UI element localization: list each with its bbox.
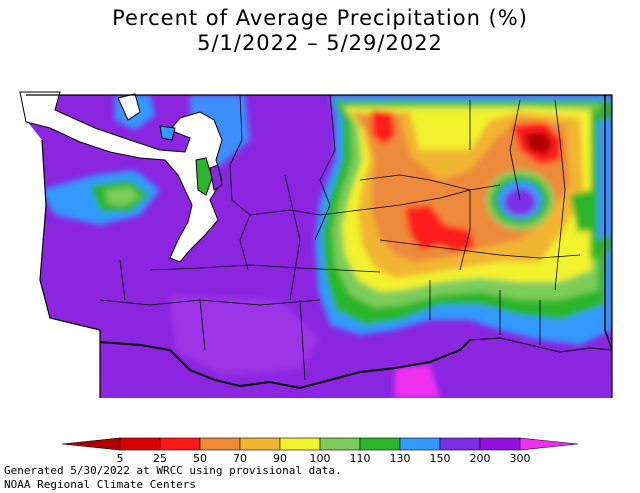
legend-label: 70	[233, 452, 247, 465]
color-legend: 5 25 50 70 90 100 110 130 150 200 300	[61, 437, 579, 465]
map-title: Percent of Average Precipitation (%)	[112, 6, 528, 30]
legend-swatch	[319, 437, 361, 451]
legend-label: 200	[470, 452, 491, 465]
legend-swatch	[479, 437, 521, 451]
legend-swatch	[239, 437, 281, 451]
idaho-border	[604, 95, 613, 351]
legend-label: 150	[430, 452, 451, 465]
generated-note: Generated 5/30/2022 at WRCC using provis…	[4, 464, 342, 477]
columbia-river	[99, 339, 471, 390]
legend-swatch	[359, 437, 401, 451]
legend-label: 100	[310, 452, 331, 465]
water-bodies	[19, 91, 223, 263]
legend-swatch	[119, 437, 161, 451]
legend-swatch	[199, 437, 241, 451]
legend-swatch	[159, 437, 201, 451]
legend-label: 300	[510, 452, 531, 465]
state-outline	[26, 94, 613, 398]
snake-river	[469, 337, 613, 353]
legend-label: 130	[390, 452, 411, 465]
source-note: NOAA Regional Climate Centers	[4, 478, 197, 491]
precipitation-map	[19, 91, 613, 398]
legend-swatch	[439, 437, 481, 451]
map-date-range: 5/1/2022 – 5/29/2022	[197, 31, 443, 55]
legend-label: 5	[117, 452, 124, 465]
legend-label: 50	[193, 452, 207, 465]
precipitation-zones	[26, 95, 612, 398]
county-boundaries	[99, 94, 581, 381]
legend-swatch	[61, 437, 121, 451]
legend-swatch	[399, 437, 441, 451]
legend-label: 110	[350, 452, 371, 465]
legend-label: 90	[273, 452, 287, 465]
legend-label: 25	[153, 452, 167, 465]
legend-swatch	[519, 437, 579, 451]
legend-swatch	[279, 437, 321, 451]
